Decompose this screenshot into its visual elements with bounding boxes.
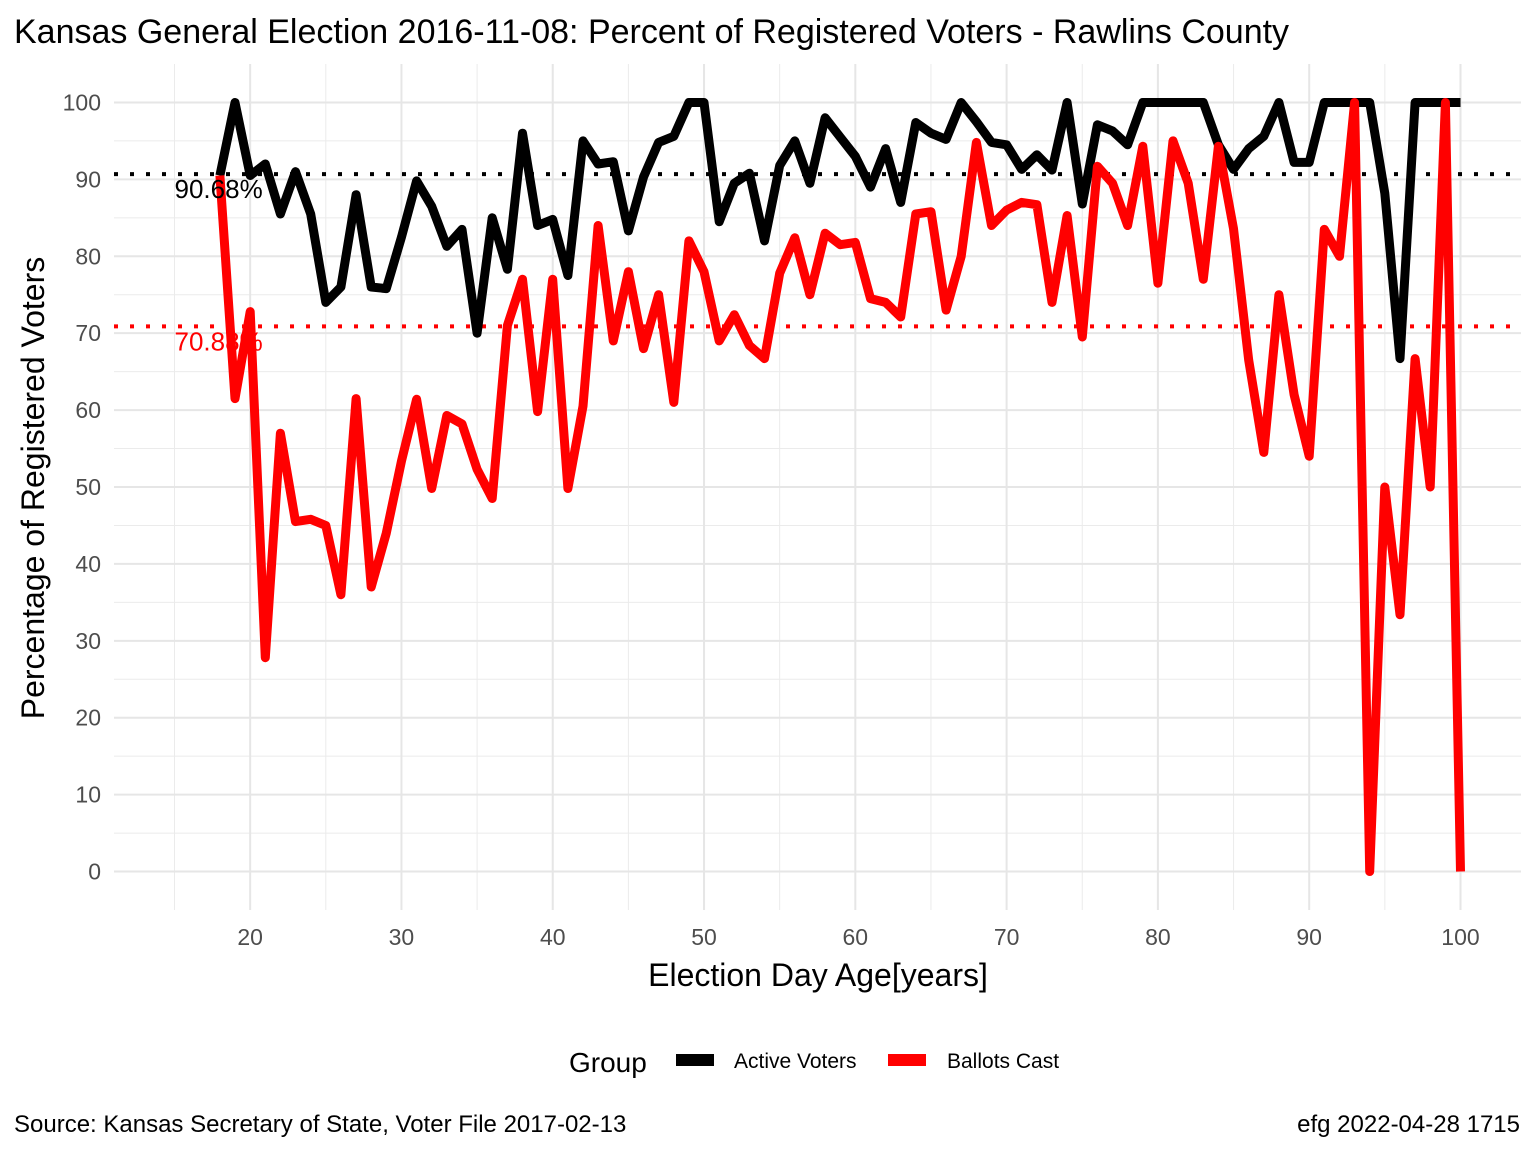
chart-title: Kansas General Election 2016-11-08: Perc…	[14, 13, 1289, 51]
x-tick-label: 60	[843, 924, 869, 950]
legend-label-active-voters: Active Voters	[734, 1050, 857, 1073]
reference-labels: 90.68% 70.88%	[175, 174, 263, 356]
legend-swatch-active-voters	[676, 1054, 714, 1066]
y-tick-labels: 0 10 20 30 40 50 60 70 80 90 100	[63, 89, 101, 884]
source-caption: Source: Kansas Secretary of State, Voter…	[14, 1111, 626, 1138]
y-tick-label: 90	[75, 166, 101, 192]
y-axis-title: Percentage of Registered Voters	[15, 257, 51, 720]
x-tick-labels: 20 30 40 50 60 70 80 90 100	[237, 924, 1479, 950]
y-tick-label: 20	[75, 705, 101, 731]
x-tick-label: 70	[994, 924, 1020, 950]
legend-label-ballots-cast: Ballots Cast	[947, 1050, 1059, 1073]
y-tick-label: 10	[75, 782, 101, 808]
x-tick-label: 30	[389, 924, 415, 950]
x-tick-label: 40	[540, 924, 566, 950]
y-tick-label: 50	[75, 474, 101, 500]
x-tick-label: 50	[691, 924, 717, 950]
x-tick-label: 90	[1296, 924, 1322, 950]
x-axis-title: Election Day Age[years]	[648, 957, 988, 993]
reference-label: 70.88%	[175, 326, 263, 356]
y-tick-label: 60	[75, 397, 101, 423]
series-line-active-voters	[215, 98, 1461, 364]
grid-minor	[114, 64, 1521, 910]
series-lines	[215, 98, 1465, 876]
legend-title: Group	[569, 1047, 647, 1078]
y-tick-label: 80	[75, 243, 101, 269]
y-tick-label: 100	[63, 89, 101, 115]
x-tick-label: 20	[237, 924, 263, 950]
y-tick-label: 40	[75, 551, 101, 577]
series-line-ballots-cast	[215, 98, 1465, 876]
x-tick-label: 100	[1441, 924, 1479, 950]
x-tick-label: 80	[1145, 924, 1171, 950]
legend: Group Active Voters Ballots Cast	[569, 1047, 1059, 1078]
legend-swatch-ballots-cast	[888, 1054, 926, 1066]
y-tick-label: 30	[75, 628, 101, 654]
reference-label: 90.68%	[175, 174, 263, 204]
credit-caption: efg 2022-04-28 1715	[1297, 1111, 1520, 1138]
y-tick-label: 0	[88, 859, 101, 885]
y-tick-label: 70	[75, 320, 101, 346]
grid-major	[114, 64, 1521, 910]
